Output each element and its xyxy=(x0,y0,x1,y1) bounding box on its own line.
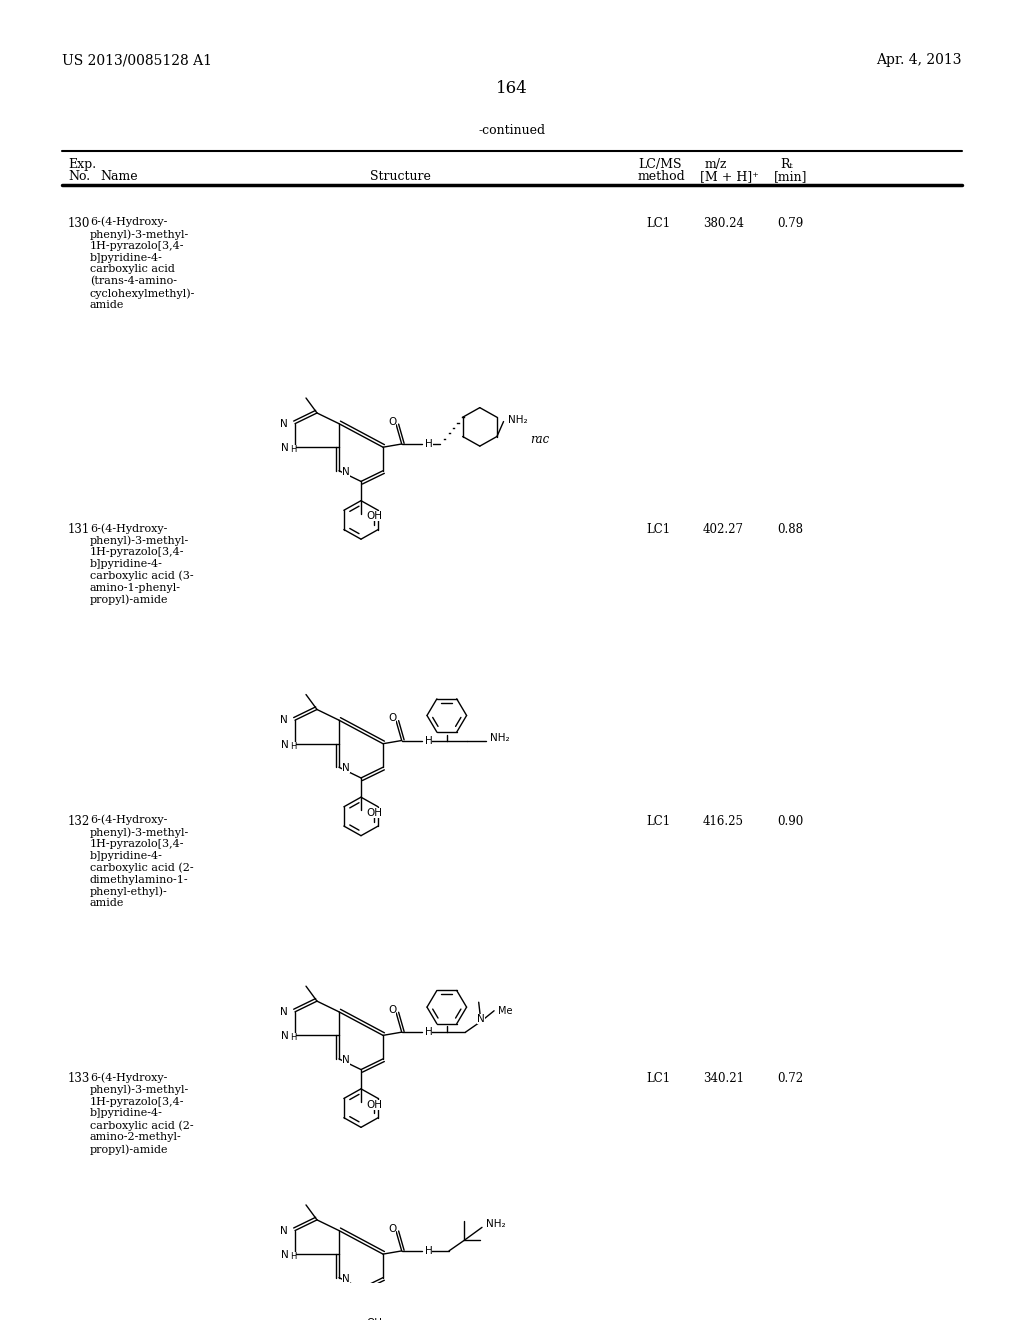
Text: 131: 131 xyxy=(68,523,90,536)
Text: H: H xyxy=(290,445,296,454)
Text: N: N xyxy=(281,715,288,725)
Text: Me: Me xyxy=(498,1006,513,1016)
Text: LC1: LC1 xyxy=(646,1072,670,1085)
Text: N: N xyxy=(281,1225,288,1236)
Text: H: H xyxy=(425,1027,432,1038)
Text: N: N xyxy=(282,1031,289,1041)
Text: 340.21: 340.21 xyxy=(703,1072,744,1085)
Text: O: O xyxy=(388,1005,396,1015)
Text: N: N xyxy=(281,418,288,429)
Text: 6-(4-Hydroxy-
phenyl)-3-methyl-
1H-pyrazolo[3,4-
b]pyridine-4-
carboxylic acid
(: 6-(4-Hydroxy- phenyl)-3-methyl- 1H-pyraz… xyxy=(90,216,196,310)
Text: NH₂: NH₂ xyxy=(508,414,527,425)
Text: 133: 133 xyxy=(68,1072,90,1085)
Text: method: method xyxy=(638,170,686,183)
Text: NH₂: NH₂ xyxy=(490,733,510,743)
Text: 0.88: 0.88 xyxy=(777,523,803,536)
Text: OH: OH xyxy=(366,511,382,521)
Text: H: H xyxy=(290,1034,296,1043)
Text: 380.24: 380.24 xyxy=(703,216,744,230)
Text: H: H xyxy=(425,1246,432,1255)
Text: H: H xyxy=(426,440,433,449)
Text: H: H xyxy=(425,735,432,746)
Text: [M + H]⁺: [M + H]⁺ xyxy=(700,170,759,183)
Text: N: N xyxy=(282,1250,289,1261)
Text: N: N xyxy=(281,1007,288,1016)
Text: H: H xyxy=(290,742,296,751)
Text: rac: rac xyxy=(530,433,549,446)
Text: 0.79: 0.79 xyxy=(777,216,803,230)
Text: US 2013/0085128 A1: US 2013/0085128 A1 xyxy=(62,54,212,67)
Text: OH: OH xyxy=(366,1319,382,1320)
Text: Name: Name xyxy=(100,170,137,183)
Text: NH₂: NH₂ xyxy=(486,1220,506,1229)
Text: N: N xyxy=(477,1014,484,1023)
Text: O: O xyxy=(388,417,396,426)
Text: O: O xyxy=(388,1224,396,1234)
Text: N: N xyxy=(282,739,289,750)
Text: 6-(4-Hydroxy-
phenyl)-3-methyl-
1H-pyrazolo[3,4-
b]pyridine-4-
carboxylic acid (: 6-(4-Hydroxy- phenyl)-3-methyl- 1H-pyraz… xyxy=(90,1072,194,1155)
Text: [min]: [min] xyxy=(774,170,808,183)
Text: 416.25: 416.25 xyxy=(703,814,744,828)
Text: LC1: LC1 xyxy=(646,216,670,230)
Text: N: N xyxy=(342,1274,350,1283)
Text: No.: No. xyxy=(68,170,90,183)
Text: Exp.: Exp. xyxy=(68,158,96,172)
Text: m/z: m/z xyxy=(705,158,727,172)
Text: Structure: Structure xyxy=(370,170,431,183)
Text: 164: 164 xyxy=(496,79,528,96)
Text: N: N xyxy=(342,763,350,774)
Text: H: H xyxy=(290,1251,296,1261)
Text: 132: 132 xyxy=(68,814,90,828)
Text: LC1: LC1 xyxy=(646,814,670,828)
Text: LC1: LC1 xyxy=(646,523,670,536)
Text: 0.72: 0.72 xyxy=(777,1072,803,1085)
Text: 402.27: 402.27 xyxy=(703,523,744,536)
Text: OH: OH xyxy=(366,808,382,818)
Text: LC/MS: LC/MS xyxy=(638,158,682,172)
Text: N: N xyxy=(342,1055,350,1065)
Text: 130: 130 xyxy=(68,216,90,230)
Text: 6-(4-Hydroxy-
phenyl)-3-methyl-
1H-pyrazolo[3,4-
b]pyridine-4-
carboxylic acid (: 6-(4-Hydroxy- phenyl)-3-methyl- 1H-pyraz… xyxy=(90,814,194,908)
Text: O: O xyxy=(388,713,396,723)
Text: OH: OH xyxy=(366,1100,382,1110)
Text: 0.90: 0.90 xyxy=(777,814,803,828)
Text: 6-(4-Hydroxy-
phenyl)-3-methyl-
1H-pyrazolo[3,4-
b]pyridine-4-
carboxylic acid (: 6-(4-Hydroxy- phenyl)-3-methyl- 1H-pyraz… xyxy=(90,523,194,605)
Text: -continued: -continued xyxy=(478,124,546,137)
Text: Rₜ: Rₜ xyxy=(780,158,793,172)
Text: Apr. 4, 2013: Apr. 4, 2013 xyxy=(877,54,962,67)
Text: N: N xyxy=(342,467,350,477)
Text: N: N xyxy=(282,444,289,453)
